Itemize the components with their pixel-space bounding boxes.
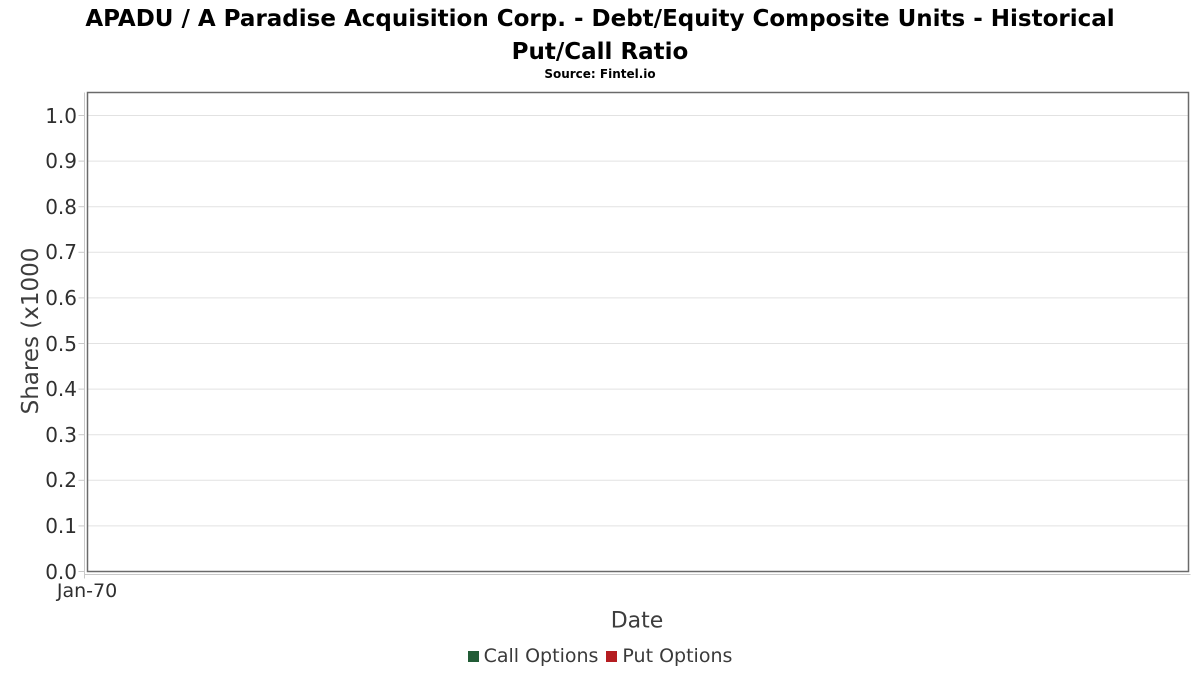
y-axis-title: Shares (x1000 bbox=[18, 247, 44, 415]
y-axis-tick-label: 0.1 bbox=[45, 513, 77, 538]
source-label: Source: Fintel.io bbox=[544, 67, 656, 81]
legend-label-call-options: Call Options bbox=[483, 645, 599, 667]
y-axis-tick-label: 0.6 bbox=[45, 285, 77, 310]
call-options-swatch-icon bbox=[467, 650, 479, 662]
y-axis-tick-label: 0.0 bbox=[45, 559, 77, 584]
y-axis-tick-label: 1.0 bbox=[45, 103, 77, 128]
chart-title-line1: APADU / A Paradise Acquisition Corp. - D… bbox=[85, 6, 1115, 32]
chart-title: APADU / A Paradise Acquisition Corp. - D… bbox=[0, 3, 1200, 69]
x-axis-tick-label: Jan-70 bbox=[56, 580, 118, 602]
y-axis-tick-label: 0.4 bbox=[45, 377, 77, 402]
legend-item-put-options[interactable]: Put Options bbox=[606, 645, 732, 667]
legend-label-put-options: Put Options bbox=[622, 645, 733, 667]
chart-title-line2: Put/Call Ratio bbox=[511, 39, 689, 65]
put-options-swatch-icon bbox=[606, 650, 618, 662]
legend-item-call-options[interactable]: Call Options bbox=[467, 645, 599, 667]
y-axis-tick-label: 0.2 bbox=[45, 468, 77, 493]
y-axis-tick-label: 0.8 bbox=[45, 194, 77, 219]
y-axis-tick-label: 0.9 bbox=[45, 149, 77, 174]
y-axis-tick-label: 0.5 bbox=[45, 331, 77, 356]
y-axis-tick-label: 0.7 bbox=[45, 240, 77, 265]
y-axis-tick-label: 0.3 bbox=[45, 422, 77, 447]
x-axis-title: Date bbox=[610, 608, 664, 634]
chart-legend: Call Options Put Options bbox=[0, 645, 1200, 667]
